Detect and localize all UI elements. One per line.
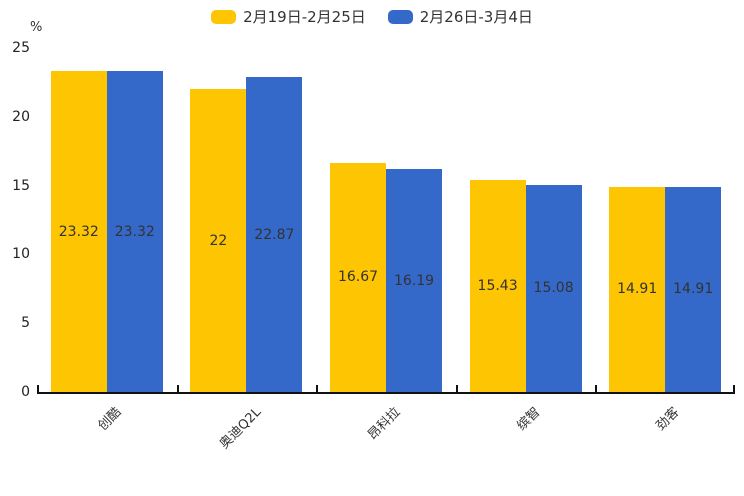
x-axis-tick: [316, 385, 318, 392]
bar-series-1-创酷: [50, 71, 107, 392]
bar-series-1-奥迪Q2L: [190, 89, 247, 392]
x-category-label: 缤智: [514, 404, 544, 434]
y-axis: 0 5 10 15 20 25: [0, 40, 30, 400]
bar-series-1-劲客: [609, 186, 666, 392]
y-tick-label: 0: [21, 384, 30, 400]
legend-label: 2月19日-2月25日: [243, 8, 366, 26]
legend-swatch-icon: [387, 10, 413, 24]
legend-label: 2月26日-3月4日: [419, 8, 533, 26]
bar-series-2-创酷: [106, 71, 163, 392]
x-axis-tick: [595, 385, 597, 392]
y-axis-unit-label: %: [30, 20, 43, 35]
x-category-label: 创酷: [95, 404, 125, 434]
x-axis-line: [37, 392, 735, 394]
y-tick-label: 10: [12, 246, 30, 263]
legend-swatch-icon: [211, 10, 237, 24]
x-axis-tick: [37, 385, 39, 392]
legend-item-series-1[interactable]: 2月19日-2月25日: [211, 7, 366, 27]
chart-legend: 2月19日-2月25日 2月26日-3月4日: [0, 7, 744, 27]
x-axis-tick: [177, 385, 179, 392]
y-tick-label: 20: [12, 108, 30, 125]
bar-series-2-昂科拉: [386, 169, 442, 392]
bar-series-2-奥迪Q2L: [246, 77, 303, 392]
x-category-label: 劲客: [653, 404, 683, 434]
bar-series-2-缤智: [525, 184, 582, 392]
x-axis-tick: [456, 385, 458, 392]
bar-series-2-劲客: [665, 186, 722, 392]
legend-item-series-2[interactable]: 2月26日-3月4日: [387, 7, 533, 27]
bar-series-1-昂科拉: [330, 162, 386, 392]
bar-series-1-缤智: [469, 179, 526, 392]
y-tick-label: 25: [12, 40, 30, 56]
x-category-label: 奥迪Q2L: [216, 404, 264, 453]
x-axis-tick: [733, 385, 735, 392]
y-tick-label: 5: [21, 315, 30, 332]
plot-area: 23.32 23.32 创酷 22 22.87 奥迪Q2L 16.67 16.19 昂科拉 15.…: [37, 48, 735, 452]
x-category-label: 昂科拉: [365, 404, 404, 444]
y-tick-label: 15: [12, 177, 30, 194]
